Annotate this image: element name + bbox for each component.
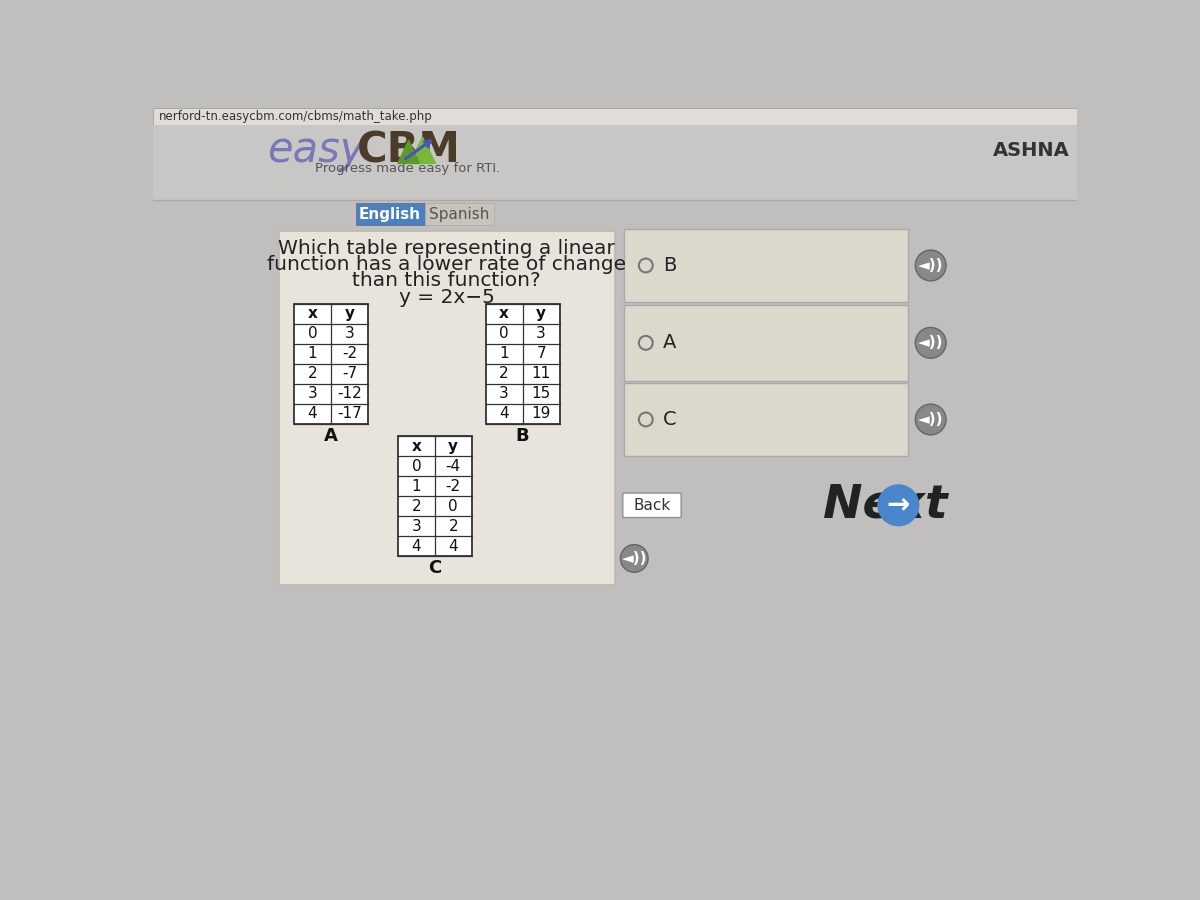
Text: 4: 4 (412, 538, 421, 554)
Text: nerford-tn.easycbm.com/cbms/math_take.php: nerford-tn.easycbm.com/cbms/math_take.ph… (160, 110, 433, 123)
Text: easy: easy (266, 130, 365, 171)
Text: 11: 11 (532, 366, 551, 382)
Text: 4: 4 (499, 406, 509, 421)
Text: 3: 3 (307, 386, 317, 401)
Text: Spanish: Spanish (430, 207, 490, 221)
Text: function has a lower rate of change: function has a lower rate of change (268, 255, 626, 274)
Text: 0: 0 (307, 326, 317, 341)
Text: 0: 0 (449, 499, 458, 514)
FancyBboxPatch shape (294, 303, 368, 424)
Text: 0: 0 (499, 326, 509, 341)
Text: 3: 3 (412, 518, 421, 534)
Text: 2: 2 (307, 366, 317, 382)
Text: x: x (412, 438, 421, 454)
Text: 1: 1 (412, 479, 421, 493)
Text: 2: 2 (499, 366, 509, 382)
FancyBboxPatch shape (624, 229, 907, 302)
FancyBboxPatch shape (425, 203, 494, 225)
Text: 2: 2 (449, 518, 458, 534)
Text: ◄)): ◄)) (918, 412, 943, 427)
Text: 4: 4 (307, 406, 317, 421)
FancyBboxPatch shape (355, 203, 425, 225)
Text: Back: Back (634, 498, 671, 513)
Text: ◄)): ◄)) (918, 336, 943, 350)
Text: -2: -2 (342, 346, 356, 361)
Text: Progress made easy for RTI.: Progress made easy for RTI. (314, 162, 500, 175)
Text: ◄)): ◄)) (622, 551, 647, 566)
Text: Which table representing a linear: Which table representing a linear (278, 238, 616, 257)
Text: 2: 2 (412, 499, 421, 514)
Circle shape (878, 485, 918, 526)
Text: -17: -17 (337, 406, 361, 421)
Text: -7: -7 (342, 366, 356, 382)
Text: x: x (307, 306, 317, 321)
Text: 3: 3 (536, 326, 546, 341)
Text: Next: Next (823, 482, 948, 527)
Polygon shape (398, 140, 420, 164)
FancyBboxPatch shape (486, 303, 559, 424)
Circle shape (916, 250, 946, 281)
Text: 3: 3 (344, 326, 354, 341)
Text: C: C (428, 560, 442, 578)
Text: -2: -2 (445, 479, 461, 493)
FancyBboxPatch shape (624, 382, 907, 456)
Text: ASHNA: ASHNA (992, 140, 1069, 160)
Text: 0: 0 (412, 459, 421, 473)
Text: English: English (359, 207, 421, 221)
Text: B: B (516, 427, 529, 445)
Text: B: B (662, 256, 676, 275)
FancyBboxPatch shape (624, 305, 907, 381)
Text: 1: 1 (307, 346, 317, 361)
Text: 15: 15 (532, 386, 551, 401)
Text: 1: 1 (499, 346, 509, 361)
Text: x: x (499, 306, 509, 321)
Text: -12: -12 (337, 386, 361, 401)
FancyBboxPatch shape (278, 231, 616, 585)
Text: y: y (449, 438, 458, 454)
Text: y: y (536, 306, 546, 321)
Circle shape (620, 544, 648, 572)
Text: than this function?: than this function? (353, 271, 541, 290)
Circle shape (916, 404, 946, 435)
Polygon shape (409, 138, 436, 164)
Text: C: C (662, 410, 677, 429)
FancyBboxPatch shape (623, 493, 682, 518)
Text: →: → (887, 491, 910, 519)
Text: ◄)): ◄)) (918, 258, 943, 273)
Text: A: A (324, 427, 338, 445)
FancyBboxPatch shape (154, 108, 1078, 125)
Text: y: y (344, 306, 354, 321)
Circle shape (916, 328, 946, 358)
FancyBboxPatch shape (398, 436, 472, 556)
Text: y = 2x−5: y = 2x−5 (398, 288, 494, 307)
FancyBboxPatch shape (154, 125, 1078, 201)
Text: CBM: CBM (358, 130, 461, 171)
Text: 4: 4 (449, 538, 458, 554)
Text: A: A (662, 333, 676, 353)
Text: -4: -4 (445, 459, 461, 473)
Text: 19: 19 (532, 406, 551, 421)
Text: 7: 7 (536, 346, 546, 361)
Text: 3: 3 (499, 386, 509, 401)
